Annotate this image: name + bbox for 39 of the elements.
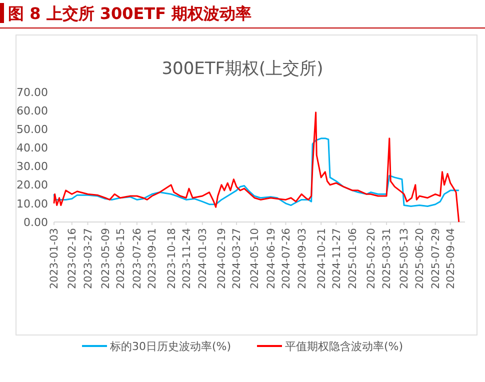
y-tick-label: 60.00 [16,104,48,118]
x-tick-label: 2023-01-03 [48,228,61,290]
x-tick-label: 2024-03-27 [231,228,244,290]
chart-title: 图 8 上交所 300ETF 期权波动率 [8,4,252,23]
x-tick-label: 2024-07-26 [280,228,292,290]
legend-label: 标的30日历史波动率(%) [109,340,232,353]
x-tick-label: 2025-03-31 [381,228,394,290]
x-tick-label: 2024-11-27 [330,228,343,290]
y-tick-label: 0.00 [24,216,48,229]
y-tick-label: 70.00 [16,86,48,99]
y-tick-label: 50.00 [16,122,48,136]
x-tick-label: 2023-11-24 [180,228,193,290]
y-tick-label: 20.00 [16,178,48,192]
x-tick-label: 2024-09-03 [296,228,308,290]
x-tick-label: 2023-06-15 [114,228,127,290]
x-tick-label: 2024-05-10 [249,228,262,290]
y-tick-label: 30.00 [16,160,48,174]
x-tick-label: 2023-10-18 [166,228,178,290]
x-tick-label: 2025-01-06 [347,228,360,290]
x-tick-label: 2023-02-16 [66,228,79,290]
x-tick-label: 2023-07-26 [132,228,144,290]
y-tick-label: 10.00 [16,197,48,210]
line-series [53,112,460,223]
x-tick-label: 2025-07-29 [430,228,442,290]
legend-label: 平值期权隐含波动率(%) [285,340,404,353]
line-series [53,138,460,207]
x-tick-label: 2025-05-13 [398,228,411,290]
x-tick-label: 2023-03-27 [82,228,94,290]
x-tick-label: 2024-06-19 [265,228,278,290]
x-tick-label: 2025-02-20 [365,228,378,290]
x-tick-label: 2025-09-04 [445,228,458,290]
x-tick-label: 2023-09-01 [146,228,159,290]
x-tick-label: 2025-06-20 [414,228,426,290]
x-tick-label: 2024-02-19 [216,228,228,290]
x-tick-label: 2024-10-21 [316,228,328,290]
x-tick-label: 2023-05-09 [100,228,112,290]
chart-subtitle: 300ETF期权(上交所) [162,59,324,79]
x-tick-label: 2024-01-03 [197,228,210,290]
y-tick-label: 40.00 [16,142,48,155]
